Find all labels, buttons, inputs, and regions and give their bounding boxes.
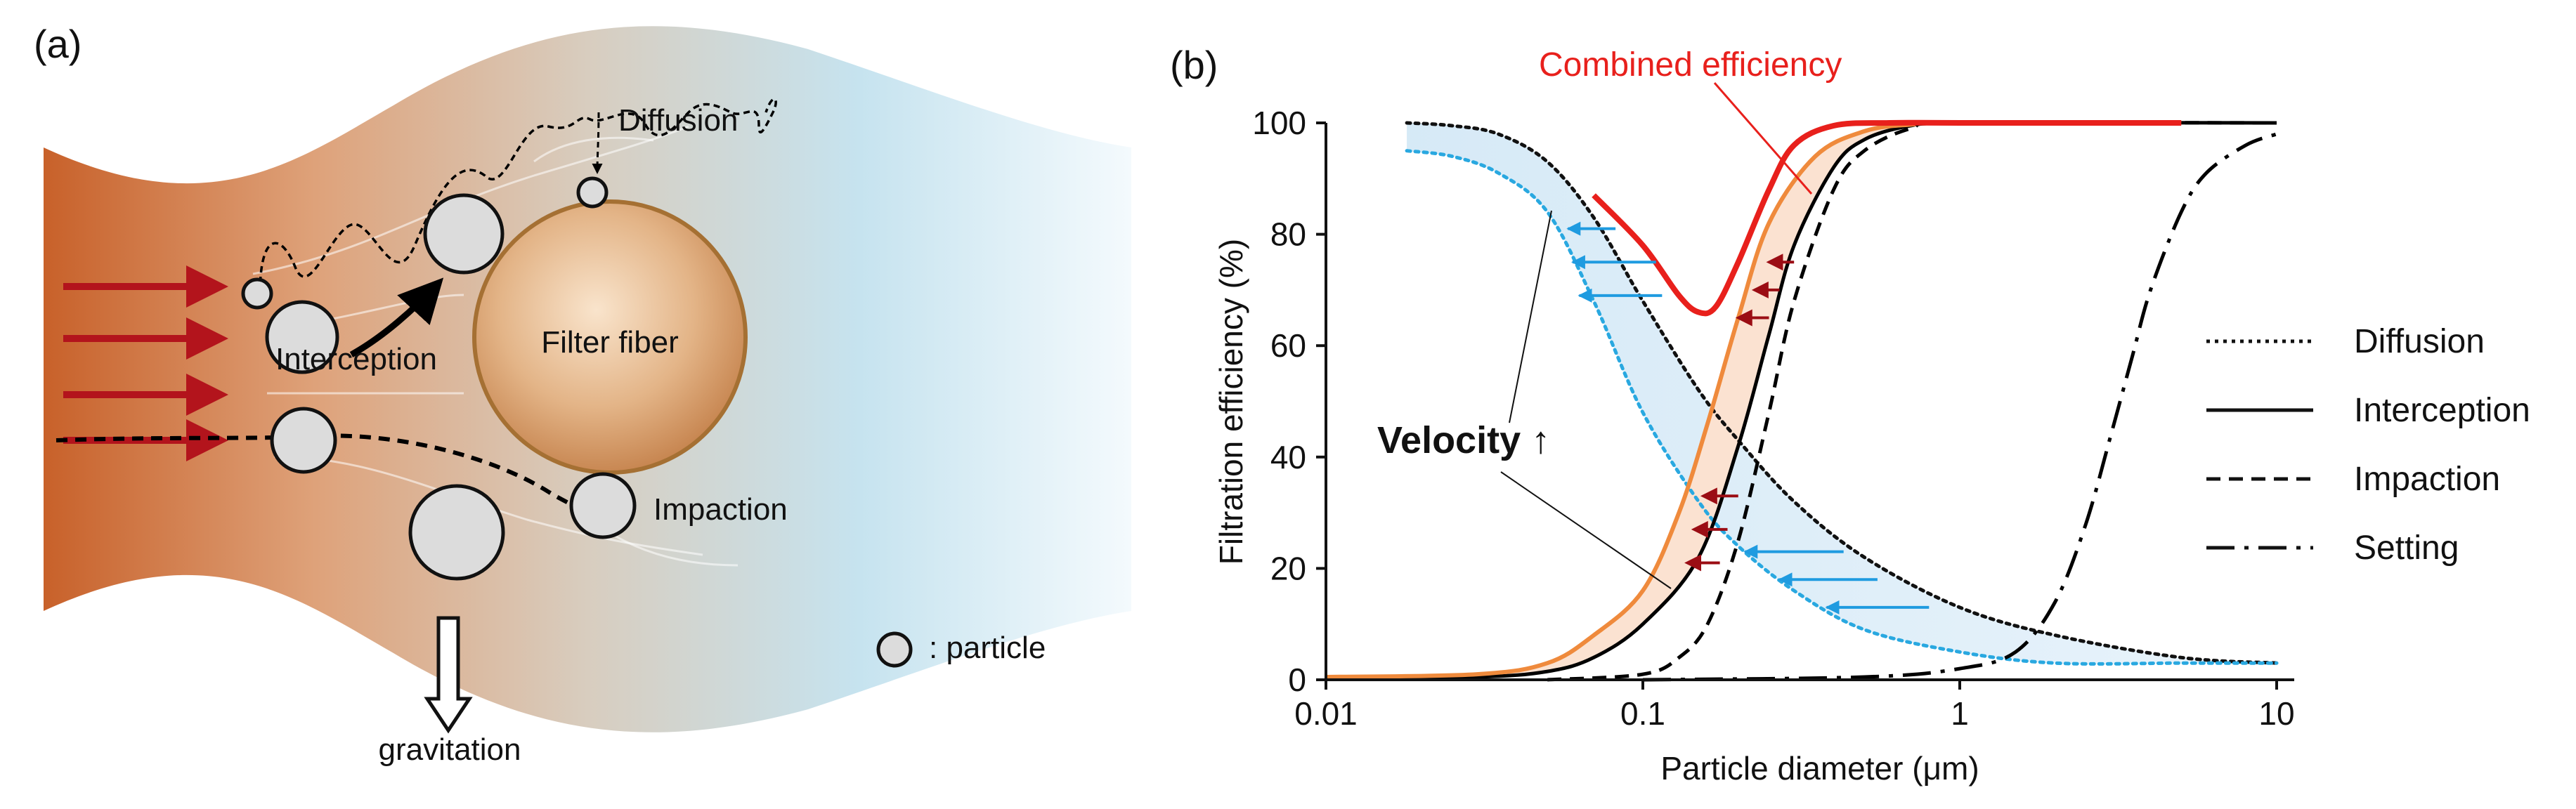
x-tick-label: 1 bbox=[1951, 695, 1969, 732]
y-tick-label: 100 bbox=[1252, 105, 1306, 141]
y-tick-label: 80 bbox=[1270, 216, 1306, 253]
diffusion-trajectory bbox=[259, 98, 777, 294]
interception-arrow bbox=[349, 277, 444, 357]
gravitation-label: gravitation bbox=[378, 732, 521, 767]
legend-label-interception: Interception bbox=[2354, 392, 2530, 429]
particle-interception-captured bbox=[423, 193, 505, 275]
legend-label-impaction: Impaction bbox=[2354, 461, 2500, 498]
y-tick-label: 40 bbox=[1270, 439, 1306, 475]
velocity-shift-arrows bbox=[1566, 221, 1930, 614]
x-tick-label: 0.01 bbox=[1294, 695, 1358, 732]
particle-diffusion-small bbox=[241, 277, 273, 310]
combined-efficiency-leader bbox=[1713, 82, 1813, 195]
particle-diffusion-captured bbox=[576, 176, 609, 209]
legend-label-setting: Setting bbox=[2354, 530, 2459, 567]
particle-legend-icon bbox=[876, 631, 913, 668]
series-combined-efficiency bbox=[1592, 119, 2182, 317]
axis-ticks: 0 20 40 60 80 100 0.01 0.1 1 10 bbox=[1252, 105, 2294, 732]
y-tick-label: 20 bbox=[1270, 550, 1306, 586]
series-interception-higher-velocity bbox=[1325, 120, 2182, 679]
particle-impaction bbox=[569, 472, 637, 539]
legend-label-diffusion: Diffusion bbox=[2354, 323, 2485, 360]
panel-b: (b) 0 20 40 60 80 100 0.01 0.1 1 10 Filtration ef… bbox=[1170, 43, 2530, 787]
velocity-leader-upper bbox=[1509, 210, 1552, 423]
panel-a: (a) Filter fiber bbox=[34, 22, 1131, 767]
y-axis-title: Filtration efficiency (%) bbox=[1213, 239, 1249, 565]
interception-label: Interception bbox=[275, 342, 437, 376]
series-setting bbox=[1642, 132, 2277, 682]
filter-fiber bbox=[472, 199, 748, 475]
gravitation-arrow bbox=[424, 616, 473, 734]
particles bbox=[241, 176, 913, 668]
x-tick-label: 10 bbox=[2258, 695, 2294, 732]
particle-large bbox=[408, 484, 505, 581]
legend: Diffusion Interception Impaction Setting bbox=[2206, 323, 2530, 567]
diffusion-pointer bbox=[592, 112, 603, 174]
x-axis-title: Particle diameter (μm) bbox=[1660, 750, 1979, 787]
fiber-label: Filter fiber bbox=[541, 325, 679, 360]
panel-b-label: (b) bbox=[1170, 43, 1218, 87]
x-tick-label: 0.1 bbox=[1620, 695, 1665, 732]
velocity-label: Velocity ↑ bbox=[1377, 419, 1550, 461]
plot-axes bbox=[1325, 123, 2294, 681]
impaction-label: Impaction bbox=[653, 492, 788, 527]
particle-interception-moving bbox=[265, 300, 339, 374]
diffusion-shift-band bbox=[1407, 123, 2277, 664]
shaded-bands bbox=[1326, 122, 2277, 678]
series-diffusion-higher-velocity bbox=[1405, 149, 2279, 666]
y-tick-label: 60 bbox=[1270, 327, 1306, 364]
series-layer bbox=[1325, 119, 2279, 682]
combined-efficiency-label: Combined efficiency bbox=[1539, 46, 1842, 84]
particle-flow bbox=[270, 407, 337, 474]
velocity-leader-lower bbox=[1500, 471, 1672, 589]
particle-legend-label: : particle bbox=[929, 631, 1046, 665]
diffusion-label: Diffusion bbox=[618, 103, 738, 138]
y-tick-label: 0 bbox=[1288, 662, 1306, 698]
streamlines bbox=[252, 125, 739, 567]
panel-a-label: (a) bbox=[34, 22, 82, 66]
